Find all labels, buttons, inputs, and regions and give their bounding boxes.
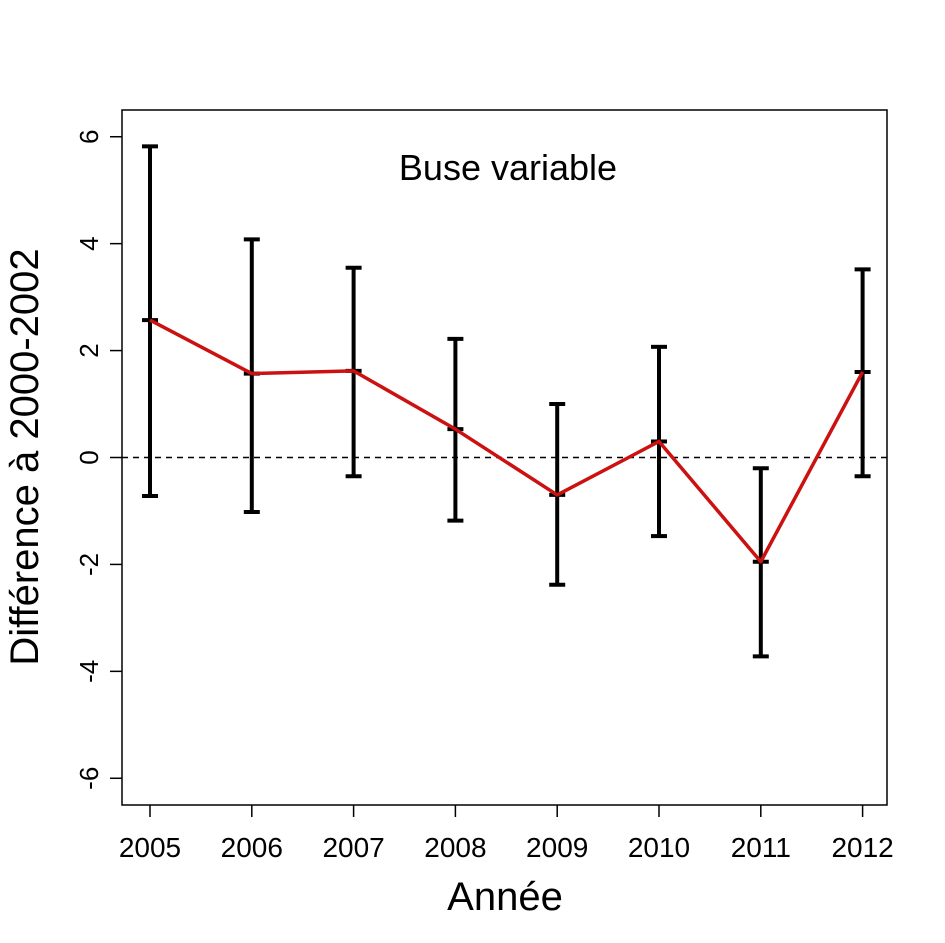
y-tick-label: 2 <box>74 343 104 357</box>
error-bars <box>142 144 871 659</box>
x-tick-label: 2007 <box>322 832 384 863</box>
y-tick-label: -2 <box>74 553 104 576</box>
chart-title: Buse variable <box>399 147 617 188</box>
y-tick-label: -6 <box>74 767 104 790</box>
x-axis-label: Année <box>447 875 563 919</box>
series-line <box>149 318 865 564</box>
y-axis: -6 -4 -2 0 2 4 6 <box>74 129 122 790</box>
x-tick-label: 2012 <box>831 832 893 863</box>
x-tick-label: 2009 <box>526 832 588 863</box>
x-tick-label: 2008 <box>424 832 486 863</box>
y-tick-label: 4 <box>74 236 104 250</box>
y-tick-label: 6 <box>74 129 104 143</box>
x-axis: 2005 2006 2007 2008 2009 2010 2011 2012 <box>119 805 894 863</box>
y-tick-label: -4 <box>74 660 104 683</box>
x-tick-label: 2006 <box>221 832 283 863</box>
y-axis-label: Différence à 2000-2002 <box>3 248 47 665</box>
x-tick-label: 2010 <box>628 832 690 863</box>
y-tick-label: 0 <box>74 450 104 464</box>
x-tick-label: 2005 <box>119 832 181 863</box>
x-tick-label: 2011 <box>731 832 791 863</box>
